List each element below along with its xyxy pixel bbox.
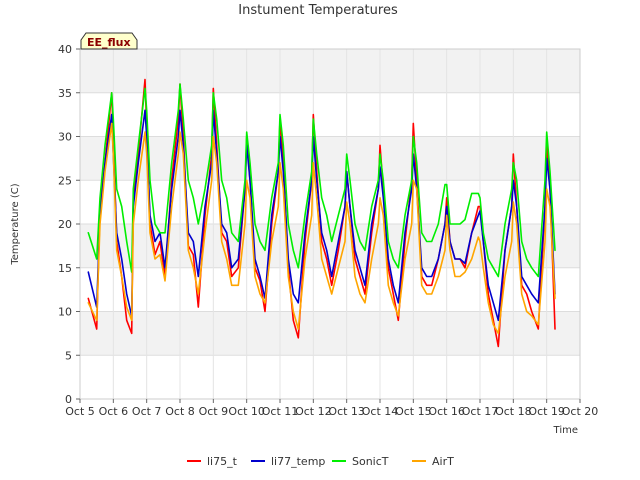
chart-title: Instument Temperatures [238,3,398,18]
legend: li75_t li77_temp SonicT AirT [187,455,454,468]
series-line-li75-t [87,78,556,348]
x-tick-label: Oct 8 [165,405,195,418]
legend-label: SonicT [352,455,389,468]
x-tick-label: Oct 19 [528,405,565,418]
x-tick-label: Oct 13 [328,405,365,418]
x-tick-label: Oct 18 [495,405,532,418]
x-tick-label: Oct 15 [395,405,432,418]
x-tick-label: Oct 7 [132,405,162,418]
series-line-airt [87,122,556,335]
series-line-li77-temp [87,109,556,322]
x-tick-label: Oct 12 [295,405,332,418]
x-tick-label: Oct 5 [65,405,95,418]
plot-background-bands [80,49,580,356]
series-line-sonict [87,83,556,278]
y-tick-label: 40 [58,43,72,56]
x-tick-label: Oct 16 [428,405,465,418]
y-tick-label: 15 [58,262,72,275]
y-tick-label: 20 [58,218,72,231]
background-band [80,311,580,356]
legend-label: li75_t [207,455,238,468]
x-axis-label: Time [553,425,578,436]
x-tick-label: Oct 20 [562,405,599,418]
series-lines [87,78,556,348]
badge-box [80,32,138,50]
x-tick-label: Oct 17 [462,405,499,418]
y-tick-label: 35 [58,87,72,100]
y-axis-label: Temperature (C) [10,183,21,265]
y-tick-label: 10 [58,306,72,319]
x-tick-label: Oct 14 [362,405,399,418]
y-axis-ticks: 0 5 10 15 20 25 30 35 40 [58,43,80,406]
x-tick-label: Oct 11 [262,405,299,418]
y-tick-label: 30 [58,131,72,144]
x-tick-label: Oct 10 [228,405,265,418]
y-tick-label: 25 [58,174,72,187]
badge-label: EE_flux [87,36,131,49]
x-tick-label: Oct 9 [199,405,229,418]
background-band [80,136,580,181]
ee-flux-badge: EE_flux [80,32,138,50]
x-tick-label: Oct 6 [99,405,129,418]
y-tick-label: 5 [65,349,72,362]
legend-label: AirT [432,455,454,468]
background-band [80,49,580,93]
y-tick-label: 0 [65,393,72,406]
legend-label: li77_temp [271,455,325,468]
